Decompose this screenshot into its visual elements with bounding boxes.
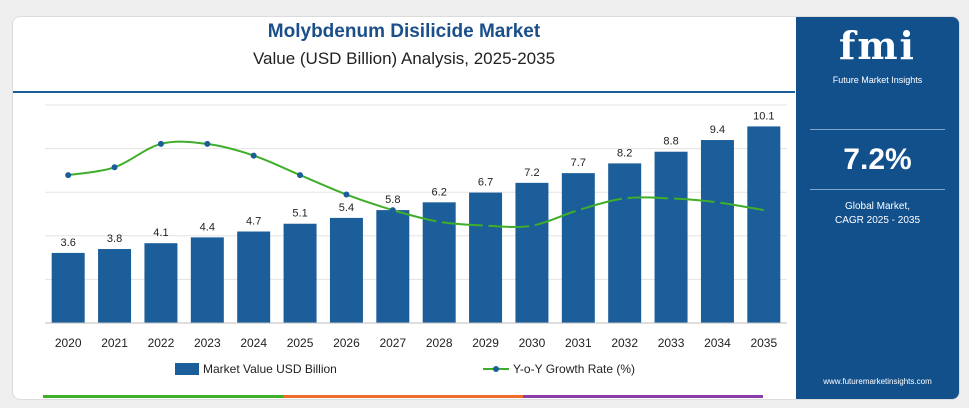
bar-value-label: 5.4	[339, 202, 354, 214]
strip-segment	[523, 395, 763, 398]
growth-rate-point	[343, 191, 350, 198]
x-tick-label: 2027	[379, 336, 406, 350]
growth-rate-point	[111, 164, 118, 171]
growth-rate-point	[621, 195, 628, 202]
bar-value-label: 4.4	[200, 221, 215, 233]
sidebar-divider	[810, 129, 945, 130]
x-tick-label: 2020	[55, 336, 82, 350]
title-divider	[13, 91, 795, 93]
x-tick-label: 2028	[426, 336, 453, 350]
cagr-label-line2: CAGR 2025 - 2035	[834, 215, 921, 226]
growth-rate-point	[204, 140, 211, 147]
chart-plot: 3.6 3.8 4.1 4.4 4.7 5.1 5.4 5.8 6.2 6.7 7.2 7.7 8.2 8…	[45, 104, 787, 376]
cagr-value: 7.2%	[843, 143, 912, 176]
growth-rate-point	[250, 152, 257, 159]
bar	[608, 163, 642, 323]
chart-card: Molybdenum Disilicide Market Value (USD …	[12, 16, 960, 400]
sidebar-divider	[810, 189, 945, 190]
brand-name: Future Market Insights	[832, 75, 923, 85]
bar-value-label: 5.8	[385, 194, 400, 206]
sidebar-panel: fmi Future Market Insights 7.2% Global M…	[796, 17, 959, 399]
growth-rate-point	[714, 199, 721, 206]
bar	[329, 217, 363, 323]
growth-rate-point	[65, 172, 72, 179]
website-link[interactable]: www.futuremarketinsights.com	[823, 377, 932, 386]
bar-value-label: 8.8	[663, 136, 678, 148]
chart-subtitle: Value (USD Billion) Analysis, 2025-2035	[252, 49, 556, 68]
x-tick-label: 2033	[658, 336, 685, 350]
growth-rate-line	[68, 140, 764, 228]
growth-rate-point	[482, 222, 489, 229]
bar-value-label: 7.7	[571, 157, 586, 169]
bar	[469, 192, 503, 323]
bar-value-label: 8.2	[617, 147, 632, 159]
bar	[144, 243, 178, 323]
growth-rate-point	[436, 218, 443, 225]
x-tick-label: 2032	[611, 336, 638, 350]
x-tick-label: 2031	[565, 336, 592, 350]
bar	[283, 223, 317, 323]
x-tick-label: 2022	[148, 336, 175, 350]
x-tick-label: 2034	[704, 336, 731, 350]
bar-value-label: 7.2	[524, 167, 539, 179]
legend-bar-label: Market Value USD Billion	[203, 362, 337, 376]
bar	[376, 210, 410, 323]
legend-line-label: Y-o-Y Growth Rate (%)	[513, 362, 635, 376]
bar	[747, 126, 781, 324]
x-tick-label: 2021	[101, 336, 128, 350]
growth-rate-point	[389, 207, 396, 214]
bar-value-label: 3.6	[61, 237, 76, 249]
growth-rate-point	[528, 222, 535, 229]
bar-value-label: 4.1	[153, 227, 168, 239]
x-tick-label: 2035	[750, 336, 777, 350]
growth-rate-point	[157, 140, 164, 147]
x-tick-label: 2030	[519, 336, 546, 350]
strip-segment	[43, 395, 283, 398]
bottom-color-strip	[43, 395, 763, 398]
legend-bar-swatch	[175, 363, 199, 375]
x-tick-label: 2024	[240, 336, 267, 350]
bar	[700, 140, 734, 323]
x-tick-label: 2029	[472, 336, 499, 350]
bar	[51, 252, 85, 323]
cagr-label-line1: Global Market,	[844, 201, 911, 212]
chart-title: Molybdenum Disilicide Market	[267, 21, 541, 42]
bar-value-label: 3.8	[107, 233, 122, 245]
x-tick-label: 2025	[287, 336, 314, 350]
bar-value-label: 10.1	[753, 110, 774, 122]
bar-value-label: 5.1	[292, 208, 307, 220]
legend-line-marker	[493, 366, 499, 372]
fmi-logo: fmi	[839, 23, 916, 68]
bar-value-label: 6.2	[432, 186, 447, 198]
bar	[98, 249, 132, 323]
growth-rate-point	[575, 207, 582, 214]
bar	[190, 237, 224, 323]
bar	[515, 182, 549, 323]
bar	[561, 173, 595, 323]
bar-value-label: 6.7	[478, 177, 493, 189]
bar-value-label: 9.4	[710, 124, 725, 136]
strip-segment	[283, 395, 523, 398]
growth-rate-point	[668, 195, 675, 202]
bar	[654, 151, 688, 323]
bar	[237, 231, 271, 323]
x-tick-label: 2026	[333, 336, 360, 350]
bar-value-label: 4.7	[246, 216, 261, 228]
x-tick-label: 2023	[194, 336, 221, 350]
growth-rate-point	[297, 172, 304, 179]
